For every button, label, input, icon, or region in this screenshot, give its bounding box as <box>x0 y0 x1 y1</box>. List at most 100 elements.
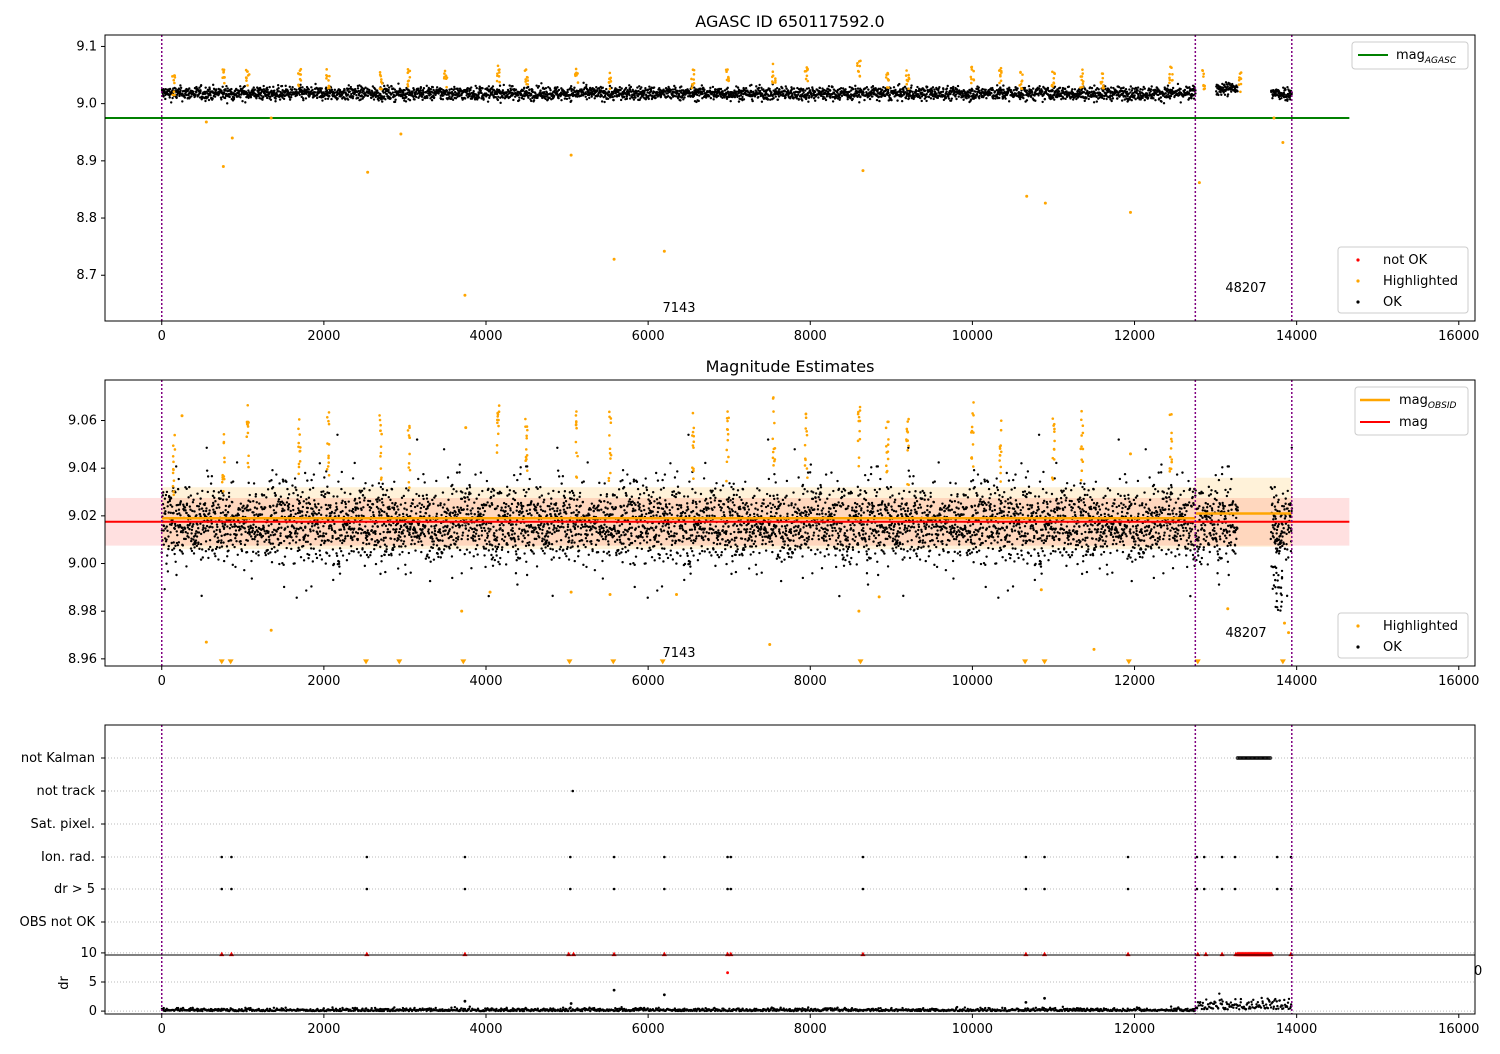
ok-point <box>910 84 912 86</box>
highlighted-point <box>1021 79 1024 82</box>
ok-point <box>869 98 871 100</box>
ok-point <box>193 510 195 512</box>
ok-point <box>890 99 892 101</box>
ok-point <box>301 491 303 493</box>
highlighted-point <box>399 132 402 135</box>
ok-point <box>394 99 396 101</box>
ok-point <box>996 84 998 86</box>
ok-point <box>215 88 217 90</box>
ok-point <box>246 551 248 553</box>
highlighted-point <box>804 70 807 73</box>
ok-point <box>1112 97 1114 99</box>
ok-point <box>402 91 404 93</box>
ok-point <box>601 100 603 102</box>
ok-point <box>330 525 332 527</box>
ok-point <box>268 539 270 541</box>
ok-point <box>181 527 183 529</box>
ok-point <box>329 506 331 508</box>
ok-point <box>265 496 267 498</box>
ok-point <box>902 89 904 91</box>
ok-point <box>274 100 276 102</box>
ok-point <box>807 101 809 103</box>
ok-point <box>284 527 286 529</box>
ok-point <box>305 514 307 516</box>
ok-point <box>321 87 323 89</box>
highlighted-point <box>496 80 499 83</box>
ok-point <box>275 494 277 496</box>
ok-point <box>584 96 586 98</box>
ok-point <box>297 547 299 549</box>
ok-point <box>191 510 193 512</box>
ok-point <box>184 509 186 511</box>
ok-point <box>1286 98 1288 100</box>
ok-point <box>249 494 251 496</box>
ok-point <box>331 537 333 539</box>
highlighted-point <box>570 154 573 157</box>
highlighted-point <box>1019 71 1022 74</box>
ok-point <box>568 97 570 99</box>
ok-point <box>231 501 233 503</box>
ok-point <box>741 96 743 98</box>
ok-point <box>310 479 312 481</box>
highlighted-point <box>609 72 612 75</box>
ok-point <box>180 87 182 89</box>
ok-point <box>1131 99 1133 101</box>
ok-point <box>250 535 252 537</box>
ok-point <box>1038 85 1040 87</box>
ok-point <box>334 531 336 533</box>
ok-point <box>887 92 889 94</box>
ok-point <box>926 86 928 88</box>
ok-point <box>857 87 859 89</box>
ok-point <box>185 512 187 514</box>
ok-point <box>491 91 493 93</box>
ok-point <box>257 554 259 556</box>
ok-point <box>271 561 273 563</box>
ok-point <box>295 489 297 491</box>
ok-point <box>205 540 207 542</box>
ok-point <box>523 87 525 89</box>
ok-point <box>316 557 318 559</box>
ok-point <box>1091 87 1093 89</box>
ok-point <box>308 497 310 499</box>
ok-point <box>217 536 219 538</box>
highlighted-point <box>1081 72 1084 75</box>
ok-point <box>198 505 200 507</box>
ok-point <box>241 550 243 552</box>
ok-point <box>295 535 297 537</box>
ok-point <box>384 98 386 100</box>
ok-point <box>204 502 206 504</box>
highlighted-point <box>692 68 695 71</box>
ok-point <box>839 99 841 101</box>
ok-point <box>313 499 315 501</box>
ok-point <box>1053 98 1055 100</box>
ok-point <box>301 86 303 88</box>
obs-label-48207: 48207 <box>1225 281 1266 296</box>
highlighted-point <box>444 70 447 73</box>
ok-point <box>582 82 584 84</box>
ok-point <box>349 90 351 92</box>
ok-point <box>328 95 330 97</box>
ok-point <box>182 531 184 533</box>
ok-point <box>202 527 204 529</box>
ok-point <box>209 539 211 541</box>
ok-point <box>362 90 364 92</box>
highlighted-point <box>526 79 529 82</box>
ok-point <box>1031 90 1033 92</box>
ok-point <box>179 84 181 86</box>
ok-point <box>244 527 246 529</box>
ok-point <box>234 566 236 568</box>
highlighted-point <box>1044 202 1047 205</box>
ok-point <box>187 496 189 498</box>
ok-point <box>478 96 480 98</box>
highlighted-point <box>245 76 248 79</box>
ok-point <box>829 89 831 91</box>
ok-point <box>1097 88 1099 90</box>
ok-point <box>305 97 307 99</box>
ok-point <box>670 97 672 99</box>
ok-point <box>328 527 330 529</box>
ok-point <box>250 560 252 562</box>
ok-point <box>811 88 813 90</box>
ok-point <box>274 551 276 553</box>
ok-point <box>202 556 204 558</box>
ok-point <box>930 97 932 99</box>
